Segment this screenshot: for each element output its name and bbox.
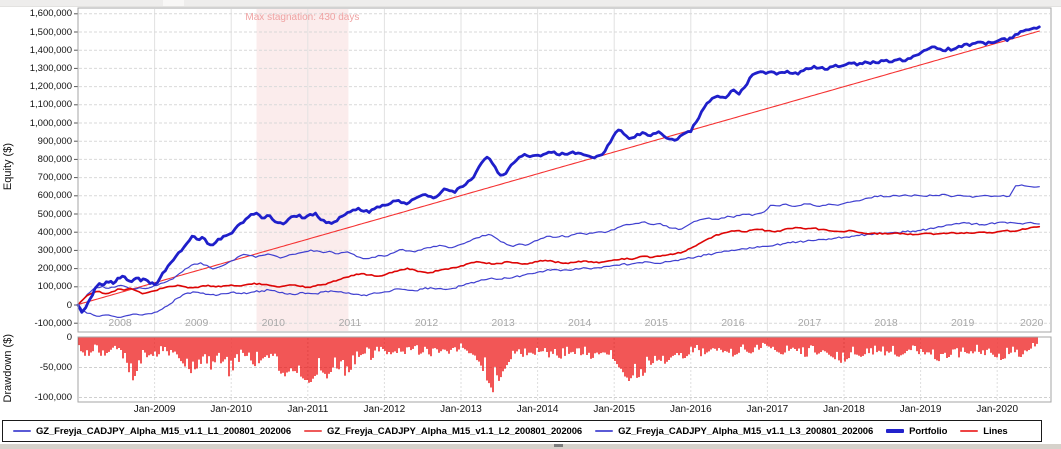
legend-item-label: Lines	[983, 425, 1008, 437]
legend-line-swatch	[886, 429, 905, 433]
equity-axis-title: Equity ($)	[2, 143, 14, 191]
bottom-strip-mark	[554, 444, 563, 447]
window-top-strip	[0, 0, 1061, 7]
window-bottom-strip	[0, 444, 1061, 449]
window-top-strip-highlight	[163, 0, 184, 6]
legend-item: GZ_Freyja_CADJPY_Alpha_M15_v1.1_L1_20080…	[13, 426, 291, 437]
legend-line-swatch	[304, 430, 323, 432]
legend-line-swatch	[960, 430, 979, 432]
drawdown-axis-title: Drawdown ($)	[2, 334, 14, 403]
legend-item-label: Portfolio	[909, 425, 948, 437]
legend-item-label: GZ_Freyja_CADJPY_Alpha_M15_v1.1_L1_20080…	[36, 425, 292, 437]
legend-item: GZ_Freyja_CADJPY_Alpha_M15_v1.1_L2_20080…	[304, 426, 582, 437]
legend-line-swatch	[13, 430, 31, 432]
legend-item: GZ_Freyja_CADJPY_Alpha_M15_v1.1_L3_20080…	[595, 426, 873, 437]
legend-item: Portfolio	[886, 426, 947, 437]
legend-item-label: GZ_Freyja_CADJPY_Alpha_M15_v1.1_L3_20080…	[618, 425, 874, 437]
legend-line-swatch	[595, 430, 614, 432]
legend-item-label: GZ_Freyja_CADJPY_Alpha_M15_v1.1_L2_20080…	[327, 425, 583, 437]
chart-legend: GZ_Freyja_CADJPY_Alpha_M15_v1.1_L1_20080…	[2, 420, 1042, 442]
legend-item: Lines	[960, 425, 1008, 437]
